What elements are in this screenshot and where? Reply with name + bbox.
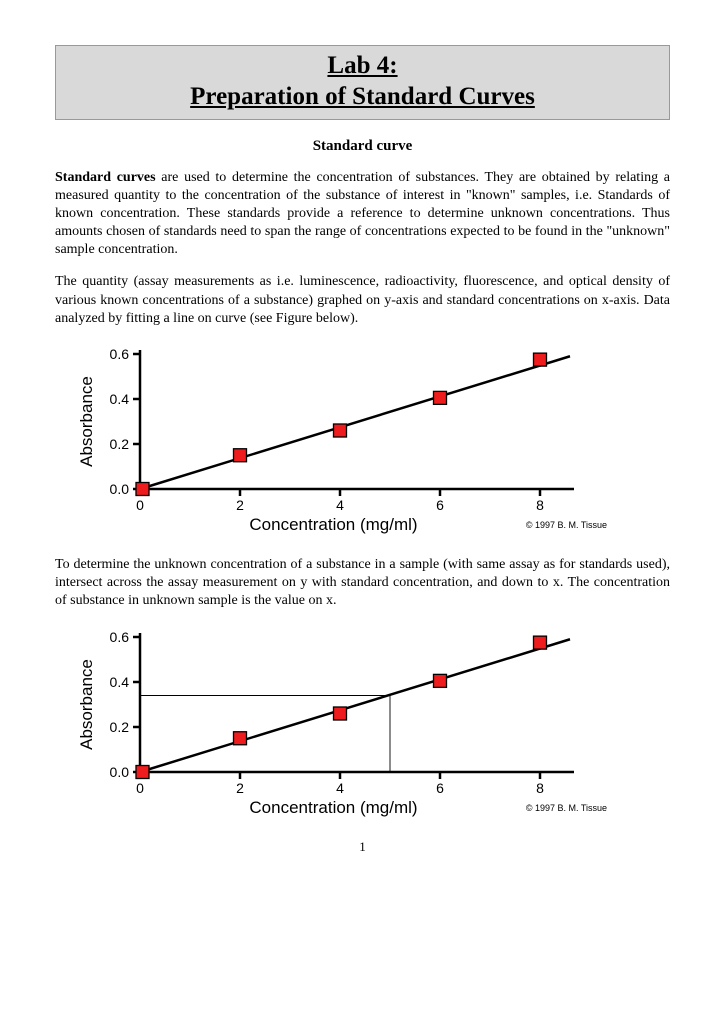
paragraph-2: The quantity (assay measurements as i.e.…	[55, 273, 670, 328]
section-subheading: Standard curve	[55, 138, 670, 155]
svg-text:4: 4	[336, 780, 344, 796]
svg-text:Absorbance: Absorbance	[77, 659, 96, 750]
svg-text:0.0: 0.0	[110, 764, 130, 780]
chart-1: 0.0 0.2 0.4 0.6 0 2 4 6 8 Concentration (mg/ml) Ab…	[55, 342, 670, 542]
chart-2: 0.0 0.2 0.4 0.6 0 2 4 6 8 Concentration (mg/ml) Ab…	[55, 625, 670, 825]
svg-text:0.2: 0.2	[110, 719, 130, 735]
svg-text:2: 2	[236, 780, 244, 796]
svg-text:8: 8	[536, 497, 544, 513]
svg-text:© 1997 B. M. Tissue: © 1997 B. M. Tissue	[526, 520, 607, 530]
standard-curve-chart: 0.0 0.2 0.4 0.6 0 2 4 6 8 Concentration (mg/ml) Ab…	[55, 342, 615, 537]
para1-lead: Standard curves	[55, 170, 156, 185]
svg-text:4: 4	[336, 497, 344, 513]
svg-text:2: 2	[236, 497, 244, 513]
title-line-2: Preparation of Standard Curves	[56, 81, 669, 112]
svg-text:8: 8	[536, 780, 544, 796]
svg-text:Concentration (mg/ml): Concentration (mg/ml)	[249, 515, 417, 534]
svg-text:0.4: 0.4	[110, 674, 130, 690]
svg-text:0.2: 0.2	[110, 436, 130, 452]
svg-text:0: 0	[136, 497, 144, 513]
title-line-1: Lab 4:	[56, 50, 669, 81]
svg-text:6: 6	[436, 780, 444, 796]
svg-text:Absorbance: Absorbance	[77, 376, 96, 467]
svg-text:0.4: 0.4	[110, 391, 130, 407]
svg-text:© 1997 B. M. Tissue: © 1997 B. M. Tissue	[526, 803, 607, 813]
svg-text:0.6: 0.6	[110, 629, 130, 645]
standard-curve-chart-with-intersect: 0.0 0.2 0.4 0.6 0 2 4 6 8 Concentration (mg/ml) Ab…	[55, 625, 615, 820]
svg-text:0.0: 0.0	[110, 481, 130, 497]
paragraph-3: To determine the unknown concentration o…	[55, 556, 670, 611]
svg-text:0.6: 0.6	[110, 346, 130, 362]
page-number: 1	[55, 839, 670, 855]
svg-text:0: 0	[136, 780, 144, 796]
svg-text:Concentration (mg/ml): Concentration (mg/ml)	[249, 798, 417, 817]
paragraph-1: Standard curves are used to determine th…	[55, 169, 670, 260]
title-box: Lab 4: Preparation of Standard Curves	[55, 45, 670, 120]
svg-text:6: 6	[436, 497, 444, 513]
